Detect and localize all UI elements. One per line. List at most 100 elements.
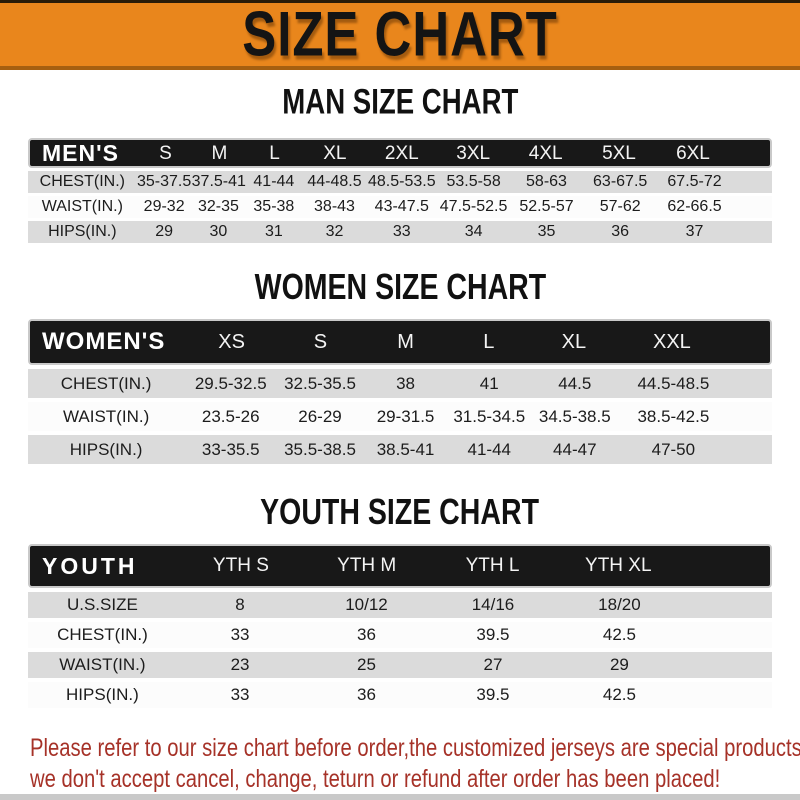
table-row: U.S.SIZE 8 10/12 14/16 18/20: [28, 592, 772, 618]
row-label: U.S.SIZE: [66, 595, 138, 614]
footer-note: Please refer to our size chart before or…: [0, 732, 800, 794]
size-value: 29-32: [143, 198, 185, 215]
youth-size-table: YOUTH YTH S YTH M YTH L YTH XL U.S.SIZE 8 10/12…: [28, 544, 772, 708]
size-value: 53.5-58: [446, 173, 501, 190]
men-section-heading-text: MAN SIZE CHART: [281, 82, 519, 122]
size-column-header: 2XL: [384, 142, 419, 164]
size-value: 52.5-57: [519, 198, 574, 215]
size-value: 29.5-32.5: [194, 373, 267, 393]
size-value: 36: [611, 223, 630, 240]
size-value: 32: [325, 223, 344, 240]
size-value: 23.5-26: [201, 406, 260, 426]
size-value: 31: [264, 223, 283, 240]
table-row: WAIST(IN.) 23 25 27 29: [28, 652, 772, 678]
row-label: WAIST(IN.): [59, 655, 146, 674]
table-header-row: WOMEN'S XS S M L XL XXL: [28, 319, 772, 365]
size-column-header: XL: [323, 142, 347, 164]
table-row: CHEST(IN.) 29.5-32.5 32.5-35.5 38 41 44.5 44.5…: [28, 369, 772, 398]
table-title-cell: YOUTH: [42, 552, 138, 579]
size-value: 38.5-42.5: [637, 406, 710, 426]
men-size-table: MEN'S S M L XL 2XL 3XL 4XL 5XL 6XL CHEST(IN.) 35-37…: [28, 138, 772, 243]
size-column-header: M: [211, 142, 228, 164]
size-column-header: 3XL: [456, 142, 491, 164]
size-value: 47.5-52.5: [439, 198, 508, 215]
size-value: 38: [396, 373, 416, 393]
bottom-divider-strip: [0, 794, 800, 800]
size-value: 42.5: [602, 625, 636, 644]
size-value: 35-38: [253, 198, 295, 215]
size-value: 44-48.5: [307, 173, 362, 190]
size-column-header: S: [313, 330, 328, 353]
size-value: 44.5: [558, 373, 592, 393]
size-value: 8: [235, 595, 245, 614]
size-value: 48.5-53.5: [368, 173, 436, 190]
size-value: 38-43: [314, 198, 355, 215]
youth-section-heading: YOUTH SIZE CHART: [0, 490, 800, 533]
row-label: WAIST(IN.): [62, 406, 150, 426]
size-value: 57-62: [599, 198, 641, 215]
size-column-header: XS: [218, 330, 245, 353]
size-value: 31.5-34.5: [453, 406, 526, 426]
size-value: 10/12: [345, 595, 388, 614]
youth-section-heading-text: YOUTH SIZE CHART: [260, 490, 540, 533]
size-value: 33-35.5: [201, 439, 260, 459]
size-value: 35-37.5: [137, 173, 192, 190]
size-column-header: S: [159, 142, 172, 164]
size-value: 44-47: [553, 439, 597, 459]
row-label: HIPS(IN.): [48, 223, 117, 240]
table-title-cell: WOMEN'S: [42, 328, 166, 355]
size-value: 35.5-38.5: [284, 439, 356, 459]
row-label: HIPS(IN.): [66, 685, 139, 704]
table-header-row: MEN'S S M L XL 2XL 3XL 4XL 5XL 6XL: [28, 138, 772, 168]
size-value: 62-66.5: [667, 198, 722, 215]
table-row: HIPS(IN.) 33 36 39.5 42.5: [28, 682, 772, 708]
size-value: 29: [609, 655, 629, 674]
size-value: 39.5: [476, 685, 510, 704]
size-column-header: XL: [561, 330, 587, 353]
row-label: CHEST(IN.): [60, 373, 152, 393]
row-label: CHEST(IN.): [39, 173, 125, 190]
table-title-cell: MEN'S: [42, 140, 119, 166]
size-value: 36: [357, 685, 376, 704]
table-row: HIPS(IN.) 33-35.5 35.5-38.5 38.5-41 41-44 44-…: [28, 435, 772, 464]
size-column-header: M: [397, 330, 414, 353]
size-column-header: 4XL: [528, 142, 563, 164]
footer-note-line2: we don't accept cancel, change, teturn o…: [30, 763, 721, 793]
size-value: 34: [464, 223, 483, 240]
size-value: 43-47.5: [374, 198, 429, 215]
size-column-header: YTH M: [337, 555, 397, 576]
size-column-header: YTH XL: [585, 555, 652, 576]
table-row: CHEST(IN.) 35-37.5 37.5-41 41-44 44-48.5 48.5…: [28, 171, 772, 193]
row-label: HIPS(IN.): [69, 439, 143, 459]
table-row: CHEST(IN.) 33 36 39.5 42.5: [28, 622, 772, 648]
size-value: 32.5-35.5: [284, 373, 356, 393]
size-value: 29: [155, 223, 174, 240]
size-chart-banner: SIZE CHART: [0, 0, 800, 70]
size-value: 34.5-38.5: [538, 406, 611, 426]
size-value: 14/16: [471, 595, 515, 614]
size-value: 36: [357, 625, 376, 644]
size-column-header: YTH S: [212, 555, 269, 576]
size-column-header: YTH L: [465, 555, 520, 576]
table-row: WAIST(IN.) 23.5-26 26-29 29-31.5 31.5-34.5 34…: [28, 402, 772, 431]
women-section-heading-text: WOMEN SIZE CHART: [254, 265, 546, 308]
size-value: 33: [230, 625, 250, 644]
size-value: 23: [230, 655, 250, 674]
size-column-header: L: [269, 142, 280, 164]
size-value: 47-50: [651, 439, 696, 459]
men-section-heading: MAN SIZE CHART: [0, 82, 800, 122]
women-size-table: WOMEN'S XS S M L XL XXL CHEST(IN.) 29.5-32.5 32.5…: [28, 319, 772, 464]
size-value: 35: [537, 223, 556, 240]
size-column-header: 6XL: [676, 142, 710, 164]
table-row: HIPS(IN.) 29 30 31 32 33 34 35 36 37: [28, 221, 772, 243]
size-value: 41-44: [467, 439, 511, 459]
row-label: WAIST(IN.): [41, 198, 123, 215]
size-value: 58-63: [526, 173, 567, 190]
size-value: 67.5-72: [667, 173, 722, 190]
size-value: 27: [483, 655, 503, 674]
size-value: 41: [479, 373, 499, 393]
size-value: 42.5: [602, 685, 636, 704]
size-value: 63-67.5: [593, 173, 648, 190]
size-value: 30: [209, 223, 228, 240]
